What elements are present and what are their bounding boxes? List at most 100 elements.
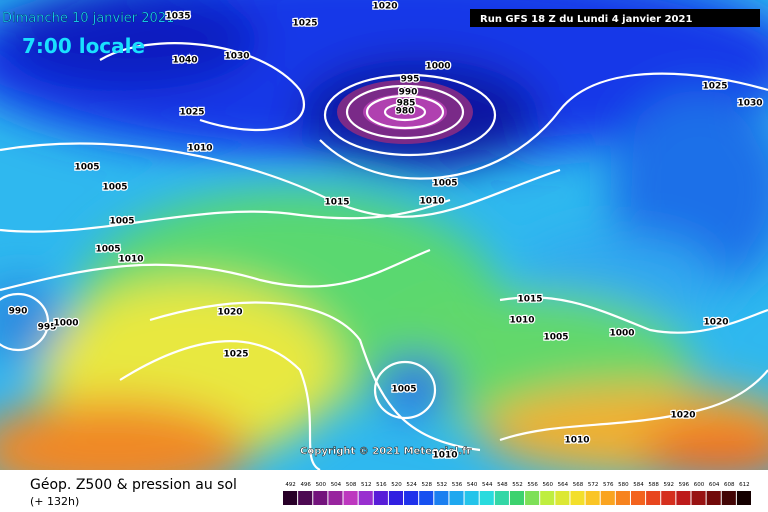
scale-cell <box>313 491 328 505</box>
scale-label: 564 <box>558 482 569 488</box>
scale-label: 588 <box>648 482 659 488</box>
isobar-label: 1005 <box>543 333 568 343</box>
scale-cell <box>676 491 691 505</box>
scale-cell <box>555 491 570 505</box>
scale-label: 592 <box>664 482 675 488</box>
scale-cell <box>661 491 676 505</box>
isobar-label: 1005 <box>391 385 416 395</box>
scale-label: 508 <box>346 482 357 488</box>
scale-label: 584 <box>633 482 644 488</box>
isobar-label: 1025 <box>223 350 248 360</box>
scale-label: 576 <box>603 482 614 488</box>
isobar-label: 1000 <box>609 329 634 339</box>
scale-cell <box>358 491 373 505</box>
scale-cell <box>328 491 343 505</box>
isobar-label: 1010 <box>564 436 589 446</box>
scale-cell <box>404 491 419 505</box>
isobar-label: 1020 <box>372 2 397 12</box>
scale-cell <box>706 491 721 505</box>
scale-cell <box>525 491 540 505</box>
scale-label: 504 <box>331 482 342 488</box>
scale-label: 556 <box>527 482 538 488</box>
isobar-label: 995 <box>401 75 420 85</box>
isobar-label: 1025 <box>179 108 204 118</box>
isobar-label: 1005 <box>432 179 457 189</box>
scale-label: 528 <box>421 482 432 488</box>
isobar-label: 1020 <box>670 411 695 421</box>
scale-label: 552 <box>512 482 523 488</box>
scale-cell <box>388 491 404 505</box>
isobar-label: 1030 <box>737 99 762 109</box>
isobar-label: 1010 <box>187 144 212 154</box>
scale-label: 604 <box>709 482 720 488</box>
scale-cell <box>646 491 661 505</box>
isobar-label: 1005 <box>74 163 99 173</box>
scale-cell <box>630 491 646 505</box>
scale-label: 540 <box>467 482 478 488</box>
scale-cell <box>540 491 555 505</box>
isobar-label: 995 <box>38 323 57 333</box>
map-date: Dimanche 10 janvier 2021 <box>2 11 174 26</box>
isobar-label: 1010 <box>118 255 143 265</box>
scale-label: 524 <box>406 482 417 488</box>
scale-label: 572 <box>588 482 599 488</box>
isobar-label: 1015 <box>517 295 542 305</box>
scale-cell <box>449 491 464 505</box>
scale-label: 492 <box>285 482 296 488</box>
map-field <box>0 0 768 500</box>
scale-cell <box>283 491 298 505</box>
scale-cell <box>570 491 585 505</box>
scale-label: 544 <box>482 482 493 488</box>
isobar-label: 1005 <box>109 217 134 227</box>
scale-cell <box>464 491 479 505</box>
isobar-label: 1025 <box>702 82 727 92</box>
scale-label: 500 <box>316 482 327 488</box>
isobar-label: 1010 <box>509 316 534 326</box>
isobar-label: 1015 <box>324 198 349 208</box>
scale-cell <box>721 491 736 505</box>
isobar-label: 1020 <box>217 308 242 318</box>
scale-label: 548 <box>497 482 508 488</box>
footer-lead: (+ 132h) <box>30 495 79 508</box>
scale-cell <box>479 491 494 505</box>
map-time: 7:00 locale <box>22 34 145 58</box>
isobar-label: 1035 <box>165 12 190 22</box>
isobar-label: 990 <box>9 307 28 317</box>
scale-cell <box>691 491 706 505</box>
scale-cell <box>419 491 434 505</box>
scale-label: 600 <box>694 482 705 488</box>
isobar-label: 1000 <box>425 62 450 72</box>
scale-cell <box>373 491 388 505</box>
scale-label: 568 <box>573 482 584 488</box>
isobar-label: 1000 <box>53 319 78 329</box>
isobar-label: 1010 <box>419 197 444 207</box>
scale-cell <box>736 491 751 505</box>
scale-label: 516 <box>376 482 387 488</box>
isobar-label: 1010 <box>432 451 457 461</box>
scale-label: 612 <box>739 482 750 488</box>
isobar-label: 980 <box>396 107 415 117</box>
scale-cell <box>509 491 525 505</box>
scale-label: 608 <box>724 482 735 488</box>
run-box <box>470 9 760 27</box>
scale-label: 536 <box>452 482 463 488</box>
isobar-label: 1040 <box>172 56 197 66</box>
run-info: Run GFS 18 Z du Lundi 4 janvier 2021 <box>480 14 692 25</box>
scale-cell <box>343 491 358 505</box>
scale-cell <box>434 491 449 505</box>
copyright: Copyright © 2021 Meteociel.fr <box>300 446 471 457</box>
scale-label: 596 <box>679 482 690 488</box>
scale-cell <box>494 491 509 505</box>
scale-cell <box>298 491 313 505</box>
footer-title: Géop. Z500 & pression au sol <box>30 477 237 493</box>
isobar-label: 1005 <box>102 183 127 193</box>
scale-cell <box>600 491 615 505</box>
isobar-label: 985 <box>397 99 416 109</box>
isobar-label: 1030 <box>224 52 249 62</box>
scale-cell <box>585 491 600 505</box>
isobar-label: 990 <box>399 88 418 98</box>
isobar-label: 1020 <box>703 318 728 328</box>
scale-cell <box>615 491 630 505</box>
scale-label: 560 <box>543 482 554 488</box>
